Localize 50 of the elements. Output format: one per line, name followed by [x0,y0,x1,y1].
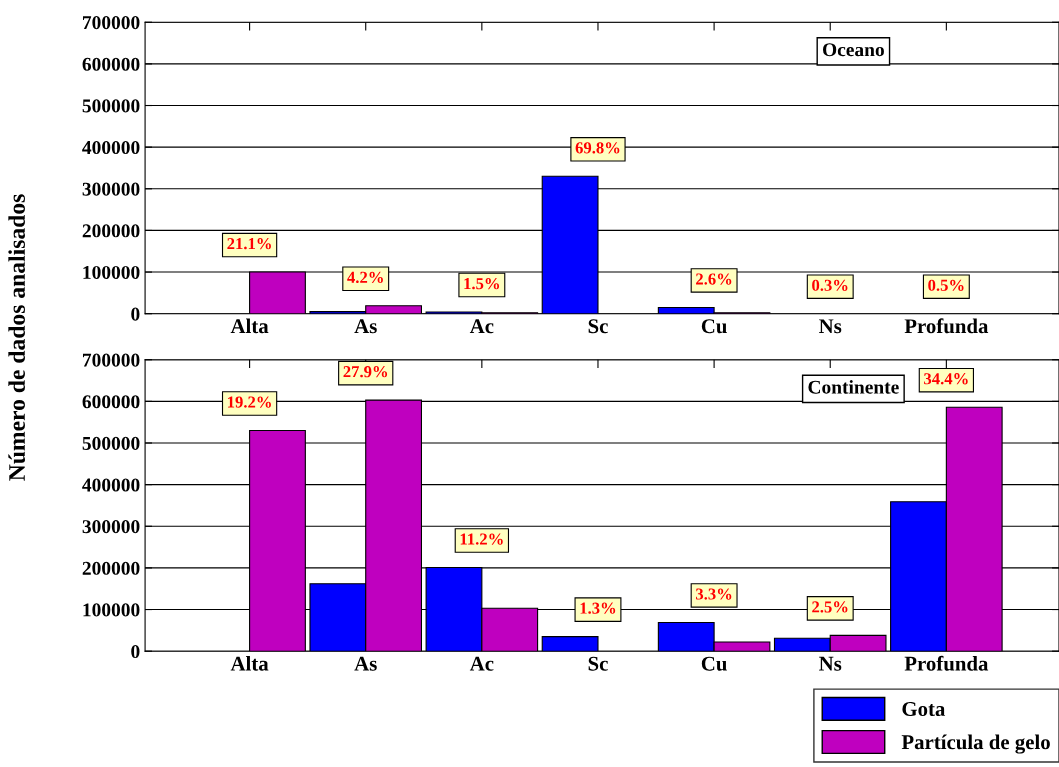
y-tick-label: 100000 [83,265,140,279]
y-tick-label: 200000 [82,561,140,575]
x-tick-label: As [354,319,377,334]
x-tick-label: Ac [469,656,494,671]
x-tick-label: Cu [701,319,727,334]
y-tick-label: 400000 [82,478,140,492]
annotation: 34.4% [924,373,968,385]
annotation: Continente [808,380,899,394]
annotation: 19.2% [228,396,271,408]
annotation: 1.5% [464,277,500,290]
y-tick-label: 300000 [82,182,140,196]
legend-label: Gota [902,702,946,717]
annotation: 2.6% [696,273,732,285]
bar [541,636,599,652]
annotation: 0.3% [812,279,848,291]
x-tick-label: As [354,656,377,671]
x-tick-label: Profunda [904,655,989,671]
annotation: 4.2% [347,271,383,284]
x-tick-label: Ns [819,656,842,671]
y-axis-title: Número de dados analisados [8,194,26,481]
x-tick-label: Profunda [904,318,989,334]
x-tick-label: Ac [469,319,494,334]
y-tick-label: 700000 [83,353,140,367]
y-tick-label: 600000 [82,57,140,71]
y-tick-label: 600000 [82,395,140,409]
annotation: 3.3% [695,588,732,600]
x-tick-label: Alta [230,318,269,334]
y-tick-label: 500000 [82,436,140,450]
x-tick-label: Ns [819,319,842,334]
y-tick-label: 700000 [83,16,140,30]
x-tick-label: Sc [588,319,608,334]
legend-label: Partícula de gelo [901,734,1050,754]
y-tick-label: 0 [131,645,140,659]
annotation: Oceano [823,43,884,57]
annotation: 1.3% [580,602,616,614]
annotation: 2.5% [812,601,848,613]
y-tick-label: 200000 [82,224,140,238]
annotation: 0.5% [928,279,964,291]
y-tick-label: 300000 [82,520,140,534]
x-tick-label: Alta [230,656,269,671]
y-tick-label: 500000 [82,99,140,113]
annotation: 11.2% [460,533,503,545]
annotation: 69.8% [575,142,620,154]
x-tick-label: Sc [588,656,608,671]
y-tick-label: 0 [131,307,140,321]
y-tick-label: 100000 [83,603,140,617]
y-tick-label: 400000 [82,140,140,155]
annotation: 27.9% [343,366,388,378]
annotation: 21.1% [227,237,271,250]
x-tick-label: Cu [701,656,727,671]
